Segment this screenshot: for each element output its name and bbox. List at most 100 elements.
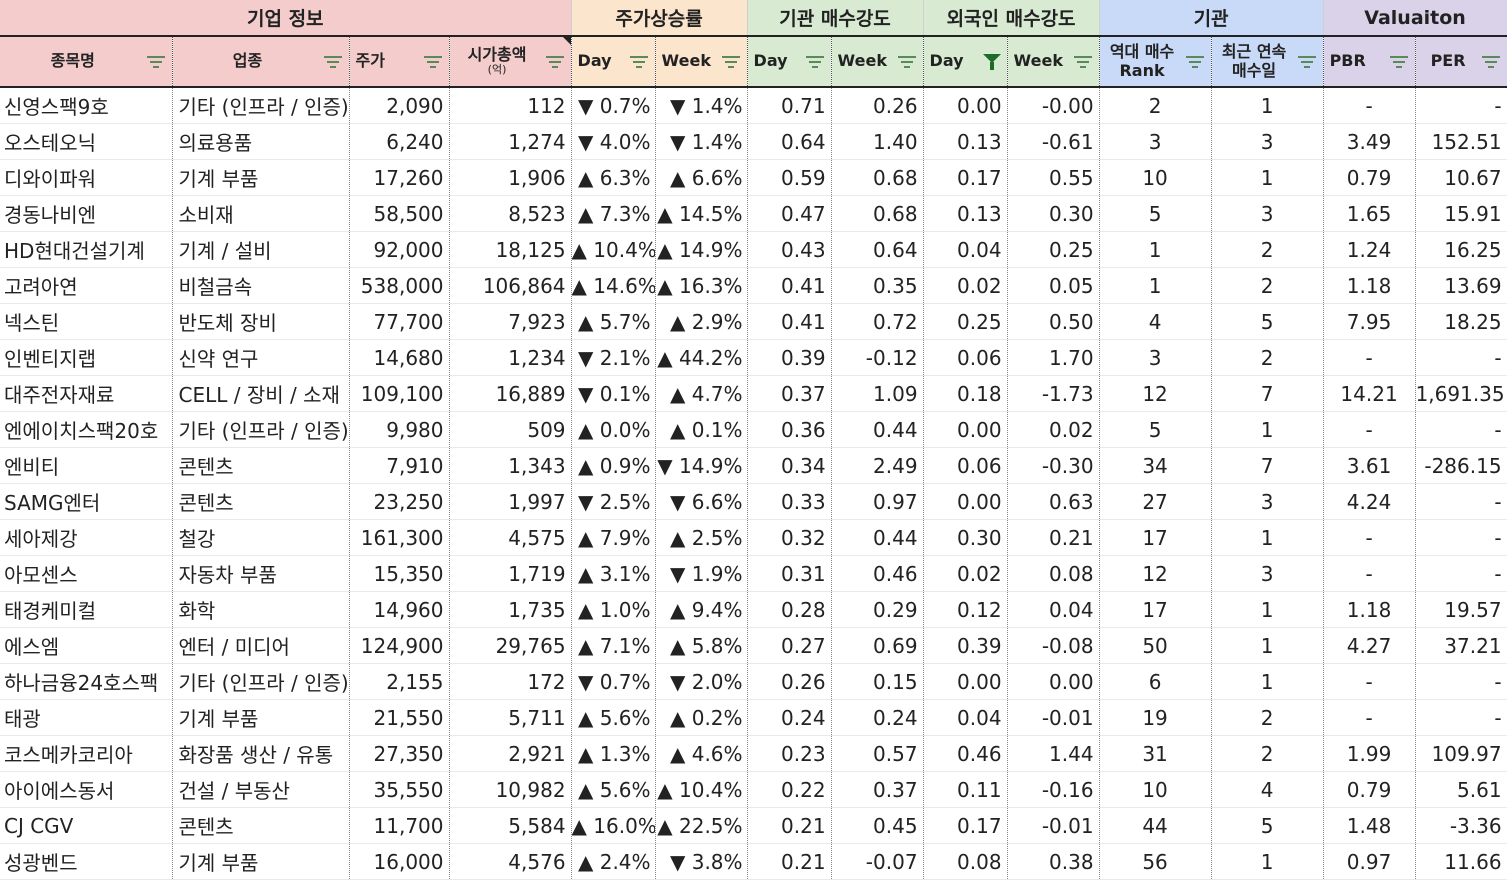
cell-inst-week[interactable]: 0.26 [831,87,924,124]
cell-price-week[interactable]: ▲ 2.5% [655,519,748,556]
cell-price-week[interactable]: ▼ 14.9% [655,447,748,484]
cell-price[interactable]: 17,260 [349,159,450,196]
cell-inst-week[interactable]: 0.69 [831,627,924,664]
cell-price-week[interactable]: ▼ 1.4% [655,87,748,124]
col-header-inst-day[interactable]: Day [747,35,832,88]
cell-price-day[interactable]: ▲ 5.6% [571,771,656,808]
cell-inst-day[interactable]: 0.64 [747,123,832,160]
cell-sector[interactable]: 화학 [172,591,350,628]
cell-foreign-week[interactable]: -0.08 [1007,627,1100,664]
cell-foreign-day[interactable]: 0.06 [923,447,1008,484]
cell-name[interactable]: HD현대건설기계 [0,231,173,268]
cell-pbr[interactable]: - [1323,663,1416,700]
cell-price[interactable]: 27,350 [349,735,450,772]
table-row[interactable]: 세아제강 철강 161,300 4,575 ▲ 7.9% ▲ 2.5% 0.32 0.44 0.… [0,519,1507,556]
cell-foreign-day[interactable]: 0.08 [923,843,1008,880]
cell-foreign-week[interactable]: 0.55 [1007,159,1100,196]
cell-pbr[interactable]: 0.97 [1323,843,1416,880]
cell-price-day[interactable]: ▼ 0.7% [571,87,656,124]
cell-sector[interactable]: 기계 부품 [172,843,350,880]
col-header-per[interactable]: PER [1415,35,1507,88]
cell-per[interactable]: 11.66 [1415,843,1507,880]
cell-buy-streak[interactable]: 1 [1211,87,1324,124]
table-row[interactable]: 대주전자재료 CELL / 장비 / 소재 109,100 16,889 ▼ 0.1% ▲… [0,375,1507,412]
cell-inst-day[interactable]: 0.36 [747,411,832,448]
cell-price-day[interactable]: ▲ 7.3% [571,195,656,232]
cell-inst-week[interactable]: 2.49 [831,447,924,484]
cell-price-day[interactable]: ▲ 5.6% [571,699,656,736]
cell-name[interactable]: 인벤티지랩 [0,339,173,376]
col-header-buy-rank[interactable]: 역대 매수 Rank [1099,35,1212,88]
cell-market-cap[interactable]: 5,584 [449,807,572,844]
cell-market-cap[interactable]: 1,735 [449,591,572,628]
cell-inst-day[interactable]: 0.33 [747,483,832,520]
table-row[interactable]: 성광벤드 기계 부품 16,000 4,576 ▲ 2.4% ▼ 3.8% 0.21 -0.0… [0,843,1507,880]
cell-sector[interactable]: 기계 / 설비 [172,231,350,268]
cell-price-day[interactable]: ▲ 1.3% [571,735,656,772]
table-row[interactable]: 엔비티 콘텐츠 7,910 1,343 ▲ 0.9% ▼ 14.9% 0.34 2.49 0.0… [0,447,1507,484]
table-row[interactable]: 신영스팩9호 기타 (인프라 / 인증) 2,090 112 ▼ 0.7% ▼ 1.4% 0… [0,87,1507,124]
cell-price[interactable]: 538,000 [349,267,450,304]
cell-inst-day[interactable]: 0.41 [747,267,832,304]
table-row[interactable]: 고려아연 비철금속 538,000 106,864 ▲ 14.6% ▲ 16.3% 0.41… [0,267,1507,304]
cell-buy-rank[interactable]: 10 [1099,159,1212,196]
cell-sector[interactable]: 건설 / 부동산 [172,771,350,808]
cell-buy-streak[interactable]: 2 [1211,231,1324,268]
cell-price[interactable]: 124,900 [349,627,450,664]
filter-icon[interactable] [1073,54,1093,70]
cell-price-day[interactable]: ▼ 0.7% [571,663,656,700]
cell-foreign-day[interactable]: 0.13 [923,195,1008,232]
cell-buy-rank[interactable]: 50 [1099,627,1212,664]
cell-inst-day[interactable]: 0.34 [747,447,832,484]
cell-price[interactable]: 92,000 [349,231,450,268]
cell-price[interactable]: 2,090 [349,87,450,124]
cell-per[interactable]: - [1415,483,1507,520]
filter-icon[interactable] [721,54,741,70]
cell-name[interactable]: CJ CGV [0,807,173,844]
cell-inst-week[interactable]: 0.24 [831,699,924,736]
cell-per[interactable]: -286.15 [1415,447,1507,484]
filter-icon[interactable] [146,54,166,70]
col-header-name[interactable]: 종목명 [0,35,173,88]
cell-price[interactable]: 11,700 [349,807,450,844]
cell-market-cap[interactable]: 16,889 [449,375,572,412]
table-row[interactable]: 아이에스동서 건설 / 부동산 35,550 10,982 ▲ 5.6% ▲ 10.4% 0… [0,771,1507,808]
cell-foreign-day[interactable]: 0.00 [923,483,1008,520]
cell-inst-day[interactable]: 0.71 [747,87,832,124]
cell-price-day[interactable]: ▲ 1.0% [571,591,656,628]
table-row[interactable]: 에스엠 엔터 / 미디어 124,900 29,765 ▲ 7.1% ▲ 5.8% 0.27… [0,627,1507,664]
cell-foreign-day[interactable]: 0.18 [923,375,1008,412]
cell-foreign-week[interactable]: 0.21 [1007,519,1100,556]
cell-price[interactable]: 23,250 [349,483,450,520]
cell-name[interactable]: 태경케미컬 [0,591,173,628]
cell-price-day[interactable]: ▲ 0.9% [571,447,656,484]
cell-pbr[interactable]: 4.24 [1323,483,1416,520]
cell-market-cap[interactable]: 1,719 [449,555,572,592]
cell-inst-day[interactable]: 0.23 [747,735,832,772]
cell-price-week[interactable]: ▲ 2.9% [655,303,748,340]
col-header-foreign-week[interactable]: Week [1007,35,1100,88]
cell-per[interactable]: - [1415,663,1507,700]
cell-per[interactable]: 37.21 [1415,627,1507,664]
cell-foreign-week[interactable]: -0.00 [1007,87,1100,124]
cell-pbr[interactable]: 0.79 [1323,159,1416,196]
cell-inst-day[interactable]: 0.26 [747,663,832,700]
cell-sector[interactable]: 의료용품 [172,123,350,160]
cell-sector[interactable]: 기계 부품 [172,159,350,196]
cell-foreign-week[interactable]: 0.05 [1007,267,1100,304]
cell-price-week[interactable]: ▲ 0.1% [655,411,748,448]
cell-price[interactable]: 35,550 [349,771,450,808]
cell-name[interactable]: 에스엠 [0,627,173,664]
cell-pbr[interactable]: 1.99 [1323,735,1416,772]
cell-pbr[interactable]: 1.18 [1323,267,1416,304]
cell-inst-week[interactable]: 0.29 [831,591,924,628]
cell-buy-streak[interactable]: 4 [1211,771,1324,808]
cell-inst-week[interactable]: 0.46 [831,555,924,592]
cell-inst-day[interactable]: 0.47 [747,195,832,232]
cell-per[interactable]: - [1415,411,1507,448]
cell-name[interactable]: 태광 [0,699,173,736]
cell-buy-rank[interactable]: 12 [1099,555,1212,592]
cell-price-week[interactable]: ▲ 22.5% [655,807,748,844]
cell-name[interactable]: 오스테오닉 [0,123,173,160]
cell-per[interactable]: 1,691.35 [1415,375,1507,412]
